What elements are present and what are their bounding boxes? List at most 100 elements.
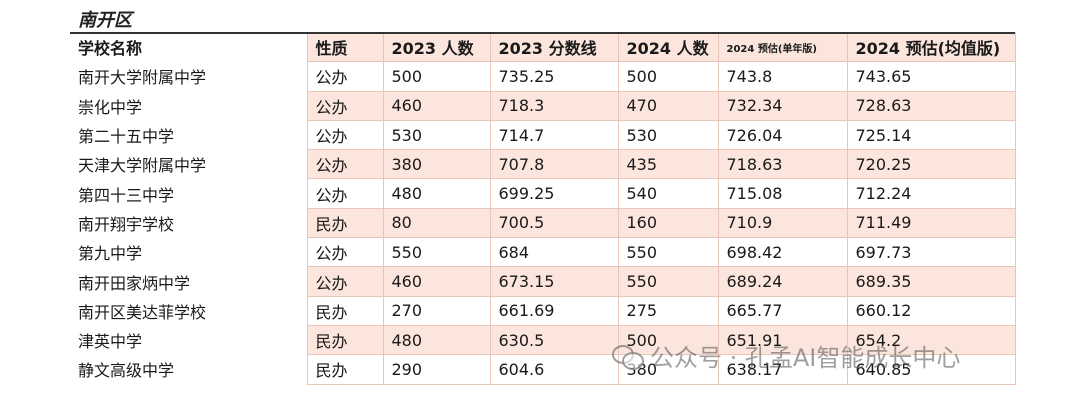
table-row: 崇化中学 公办 460 718.3 470 732.34 728.63 — [70, 90, 1016, 121]
cell-estimate-average: 660.12 — [846, 295, 1016, 326]
table-row: 津英中学 民办 480 630.5 500 651.91 654.2 — [70, 324, 1016, 356]
table-row: 第四十三中学 公办 480 699.25 540 715.08 712.24 — [70, 178, 1016, 209]
cell-count-2023: 290 — [382, 354, 491, 385]
cell-count-2023: 550 — [382, 237, 491, 268]
cell-type: 公办 — [306, 178, 384, 209]
cell-count-2023: 80 — [382, 207, 491, 239]
cell-type: 民办 — [306, 324, 384, 356]
cell-count-2024: 530 — [617, 119, 719, 151]
table-row: 南开区美达菲学校 民办 270 661.69 275 665.77 660.12 — [70, 295, 1016, 326]
cell-score-2023: 700.5 — [489, 207, 619, 239]
cell-count-2023: 480 — [382, 324, 491, 356]
cell-school-name: 第九中学 — [70, 237, 307, 267]
table-header-row: 学校名称 性质 2023 人数 2023 分数线 2024 人数 2024 预估… — [70, 31, 1016, 63]
school-score-table: 学校名称 性质 2023 人数 2023 分数线 2024 人数 2024 预估… — [70, 31, 1016, 385]
table-row: 第九中学 公办 550 684 550 698.42 697.73 — [70, 237, 1016, 268]
cell-estimate-average: 654.2 — [846, 324, 1016, 356]
cell-score-2023: 604.6 — [489, 354, 619, 385]
cell-count-2023: 270 — [382, 295, 491, 326]
cell-estimate-average: 697.73 — [846, 237, 1016, 268]
cell-estimate-average: 720.25 — [846, 149, 1016, 180]
cell-count-2024: 550 — [617, 237, 719, 268]
header-type: 性质 — [306, 31, 384, 63]
header-2024-estimate-single: 2024 预估(单年版) — [717, 31, 848, 63]
region-title: 南开区 — [78, 10, 132, 31]
cell-count-2024: 540 — [617, 178, 719, 209]
cell-school-name: 第四十三中学 — [70, 178, 307, 209]
cell-type: 公办 — [306, 119, 384, 151]
cell-estimate-single: 698.42 — [717, 237, 848, 268]
cell-school-name: 南开田家炳中学 — [70, 266, 307, 297]
cell-count-2023: 460 — [382, 90, 491, 121]
table-row: 第二十五中学 公办 530 714.7 530 726.04 725.14 — [70, 119, 1016, 151]
cell-type: 公办 — [306, 266, 384, 297]
cell-estimate-single: 638.17 — [717, 354, 848, 385]
cell-estimate-average: 725.14 — [846, 119, 1016, 151]
cell-estimate-average: 711.49 — [846, 207, 1016, 239]
cell-estimate-single: 726.04 — [717, 119, 848, 151]
cell-score-2023: 673.15 — [489, 266, 619, 297]
cell-type: 公办 — [306, 149, 384, 180]
cell-count-2023: 480 — [382, 178, 491, 209]
header-2024-estimate-average: 2024 预估(均值版) — [846, 31, 1016, 63]
cell-score-2023: 699.25 — [489, 178, 619, 209]
cell-school-name: 南开翔宇学校 — [70, 208, 307, 238]
cell-count-2023: 380 — [382, 149, 491, 180]
watermark-text: 公众号 · 孔孟AI智能成长中心 — [650, 344, 961, 372]
cell-estimate-single: 715.08 — [717, 178, 848, 209]
cell-count-2024: 470 — [617, 90, 719, 121]
cell-score-2023: 735.25 — [489, 61, 619, 92]
cell-school-name: 津英中学 — [70, 325, 307, 355]
cell-estimate-average: 728.63 — [846, 90, 1016, 121]
cell-school-name: 静文高级中学 — [70, 354, 307, 385]
cell-count-2023: 500 — [382, 61, 491, 92]
cell-school-name: 天津大学附属中学 — [70, 149, 307, 179]
cell-count-2024: 550 — [617, 266, 719, 297]
cell-score-2023: 718.3 — [489, 90, 619, 121]
cell-school-name: 崇化中学 — [70, 91, 307, 121]
watermark: 公众号 · 孔孟AI智能成长中心 — [612, 338, 960, 373]
cell-estimate-single: 651.91 — [717, 324, 848, 356]
cell-type: 民办 — [306, 207, 384, 239]
cell-score-2023: 714.7 — [489, 119, 619, 151]
cell-count-2023: 460 — [382, 266, 491, 297]
cell-score-2023: 707.8 — [489, 149, 619, 180]
cell-count-2024: 275 — [617, 295, 719, 326]
data-table: 学校名称 性质 2023 人数 2023 分数线 2024 人数 2024 预估… — [70, 31, 1016, 385]
cell-count-2024: 435 — [617, 149, 719, 180]
cell-school-name: 南开区美达菲学校 — [70, 296, 307, 326]
table-row: 南开田家炳中学 公办 460 673.15 550 689.24 689.35 — [70, 266, 1016, 297]
header-2023-score: 2023 分数线 — [489, 31, 619, 63]
header-school-name: 学校名称 — [70, 32, 307, 62]
cell-estimate-single: 743.8 — [717, 61, 848, 92]
cell-type: 公办 — [306, 90, 384, 121]
cell-type: 民办 — [306, 295, 384, 326]
cell-estimate-average: 712.24 — [846, 178, 1016, 209]
cell-estimate-average: 689.35 — [846, 266, 1016, 297]
wechat-icon — [612, 343, 644, 370]
cell-estimate-single: 718.63 — [717, 149, 848, 180]
cell-estimate-single: 732.34 — [717, 90, 848, 121]
cell-school-name: 第二十五中学 — [70, 120, 307, 150]
cell-count-2023: 530 — [382, 119, 491, 151]
table-row: 南开翔宇学校 民办 80 700.5 160 710.9 711.49 — [70, 207, 1016, 239]
cell-count-2024: 160 — [617, 207, 719, 239]
cell-school-name: 南开大学附属中学 — [70, 61, 307, 92]
cell-estimate-average: 743.65 — [846, 61, 1016, 92]
cell-count-2024: 500 — [617, 324, 719, 356]
cell-type: 公办 — [306, 61, 384, 92]
cell-estimate-single: 689.24 — [717, 266, 848, 297]
cell-estimate-single: 710.9 — [717, 207, 848, 239]
cell-estimate-single: 665.77 — [717, 295, 848, 326]
cell-count-2024: 500 — [617, 61, 719, 92]
cell-type: 公办 — [306, 237, 384, 268]
header-2024-count: 2024 人数 — [617, 31, 719, 63]
cell-estimate-average: 640.85 — [846, 354, 1016, 385]
cell-score-2023: 661.69 — [489, 295, 619, 326]
cell-type: 民办 — [306, 354, 384, 385]
table-row: 南开大学附属中学 公办 500 735.25 500 743.8 743.65 — [70, 61, 1016, 92]
cell-score-2023: 684 — [489, 237, 619, 268]
header-2023-count: 2023 人数 — [382, 31, 491, 63]
table-row: 天津大学附属中学 公办 380 707.8 435 718.63 720.25 — [70, 149, 1016, 180]
cell-score-2023: 630.5 — [489, 324, 619, 356]
